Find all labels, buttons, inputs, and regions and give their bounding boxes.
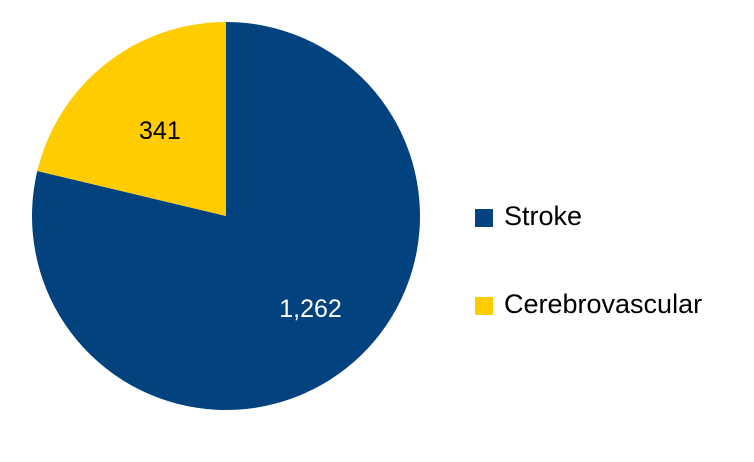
legend-label-stroke: Stroke: [504, 201, 582, 231]
data-label-cerebrovascular: 341: [139, 117, 181, 145]
data-label-stroke: 1,262: [279, 295, 342, 323]
legend-swatch-stroke: [475, 209, 493, 227]
pie-slice-stroke: [32, 22, 420, 411]
pie-slice-cerebrovascular: [37, 22, 226, 216]
legend-swatch-cerebrovascular: [475, 297, 493, 315]
legend: Stroke Cerebrovascular: [475, 201, 702, 319]
pie-slices: [32, 22, 420, 411]
legend-label-cerebrovascular: Cerebrovascular: [504, 289, 702, 319]
pie-data-labels: 1,262 341: [139, 117, 342, 323]
